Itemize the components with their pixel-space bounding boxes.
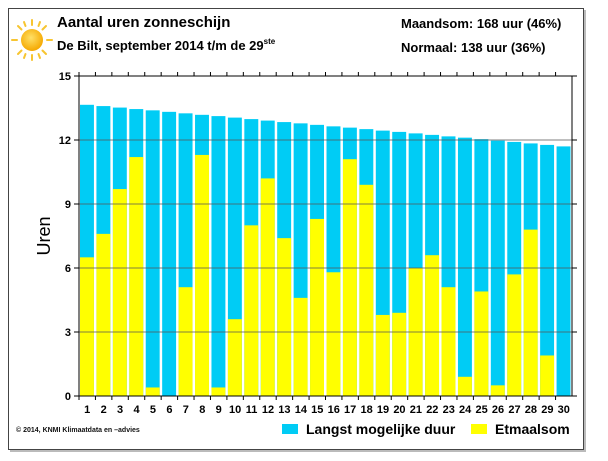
bar-daily-sum-day-12 <box>260 178 275 396</box>
x-tick-label: 26 <box>492 404 504 416</box>
x-tick-label: 10 <box>229 404 241 416</box>
bar-daily-sum-day-25 <box>474 291 489 396</box>
bar-daily-sum-day-15 <box>310 218 324 396</box>
legend-item-daily-sum: Etmaalsom <box>471 421 570 437</box>
x-tick-label: 9 <box>216 404 222 416</box>
bar-daily-sum-day-11 <box>244 225 259 396</box>
bar-daily-sum-day-14 <box>293 297 308 396</box>
y-tick-label: 15 <box>59 71 71 83</box>
bar-daily-sum-day-3 <box>112 189 127 396</box>
x-tick-label: 6 <box>166 404 172 416</box>
month-total: Maandsom: 168 uur (46%) <box>401 16 562 31</box>
bar-daily-sum-day-17 <box>342 159 357 396</box>
bar-daily-sum-day-29 <box>540 355 555 396</box>
legend-swatch-max-duration <box>282 424 298 434</box>
subtitle-suffix: ste <box>263 37 276 46</box>
axes-group: 1 2 3 4 5 6 7 8 9 10 11 12 13 14 15 16 17 18 19 20 21 22 23 24 2… <box>59 71 577 416</box>
sun-icon <box>11 19 53 61</box>
plot-border <box>78 75 573 397</box>
x-tick-label: 21 <box>410 404 422 416</box>
x-tick-label: 16 <box>328 404 340 416</box>
bar-max-duration-day-30 <box>556 146 571 396</box>
bar-daily-sum-day-13 <box>277 238 292 396</box>
x-tick-label: 29 <box>541 404 553 416</box>
y-tick-label: 0 <box>65 391 71 403</box>
y-tick-label: 12 <box>59 135 71 147</box>
x-tick-label: 28 <box>525 404 537 416</box>
x-tick-label: 11 <box>246 404 258 416</box>
x-tick-label: 3 <box>117 404 123 416</box>
x-tick-label: 20 <box>393 404 405 416</box>
copyright-text: © 2014, KNMI Klimaatdata en –advies <box>16 427 140 434</box>
bar-max-duration-day-29 <box>540 144 555 396</box>
bar-daily-sum-day-27 <box>507 274 522 396</box>
legend-label-max-duration: Langst mogelijke duur <box>306 421 456 437</box>
subtitle-text: De Bilt, september 2014 t/m de 29 <box>57 38 264 53</box>
x-tick-label: 5 <box>150 404 156 416</box>
x-tick-label: 24 <box>459 404 472 416</box>
x-tick-label: 30 <box>558 404 570 416</box>
legend-swatch-daily-sum <box>471 424 487 434</box>
x-tick-label: 13 <box>278 404 290 416</box>
bar-max-duration-day-9 <box>211 116 226 397</box>
legend-item-max-duration: Langst mogelijke duur <box>282 421 455 437</box>
x-tick-label: 12 <box>262 404 274 416</box>
x-tick-label: 15 <box>311 404 323 416</box>
bar-daily-sum-day-16 <box>326 272 341 396</box>
bars-group <box>80 104 571 397</box>
gridlines-group <box>79 139 572 333</box>
x-tick-label: 25 <box>475 404 487 416</box>
x-tick-label: 17 <box>344 404 356 416</box>
bar-max-duration-day-24 <box>457 137 472 397</box>
chart-title: Aantal uren zonneschijn <box>57 14 231 31</box>
x-tick-label: 19 <box>377 404 389 416</box>
legend-label-daily-sum: Etmaalsom <box>495 421 570 437</box>
y-tick-label: 9 <box>65 199 71 211</box>
x-tick-label: 2 <box>101 404 107 416</box>
x-tick-label: 8 <box>199 404 205 416</box>
bar-daily-sum-day-23 <box>441 287 456 396</box>
bar-daily-sum-day-2 <box>96 233 111 396</box>
x-tick-label: 22 <box>426 404 438 416</box>
bar-daily-sum-day-10 <box>227 319 242 396</box>
x-tick-label: 18 <box>360 404 372 416</box>
x-tick-label: 23 <box>443 404 455 416</box>
normal-total: Normaal: 138 uur (36%) <box>401 40 546 55</box>
bar-daily-sum-day-7 <box>178 287 193 396</box>
bar-daily-sum-day-22 <box>425 255 440 396</box>
bar-daily-sum-day-8 <box>195 154 209 396</box>
bar-daily-sum-day-9 <box>211 387 226 396</box>
x-tick-label: 27 <box>508 404 520 416</box>
bar-daily-sum-day-4 <box>129 157 144 396</box>
bar-max-duration-day-6 <box>162 111 177 396</box>
chart-subtitle: De Bilt, september 2014 t/m de 29ste <box>57 37 275 53</box>
x-tick-label: 1 <box>84 404 90 416</box>
bar-daily-sum-day-20 <box>392 312 407 396</box>
bar-daily-sum-day-28 <box>523 229 538 396</box>
y-axis-label: Uren <box>34 216 54 255</box>
x-tick-label: 14 <box>295 404 308 416</box>
x-tick-label: 4 <box>133 404 140 416</box>
y-tick-label: 6 <box>65 263 71 275</box>
bar-daily-sum-day-5 <box>145 387 160 396</box>
bar-daily-sum-day-19 <box>375 314 390 396</box>
bar-daily-sum-day-24 <box>457 376 472 396</box>
bar-max-duration-day-5 <box>145 110 160 396</box>
y-tick-label: 3 <box>65 327 71 339</box>
bar-daily-sum-day-18 <box>359 184 374 396</box>
bar-daily-sum-day-1 <box>80 257 94 396</box>
x-tick-label: 7 <box>183 404 189 416</box>
bar-daily-sum-day-26 <box>490 385 505 396</box>
